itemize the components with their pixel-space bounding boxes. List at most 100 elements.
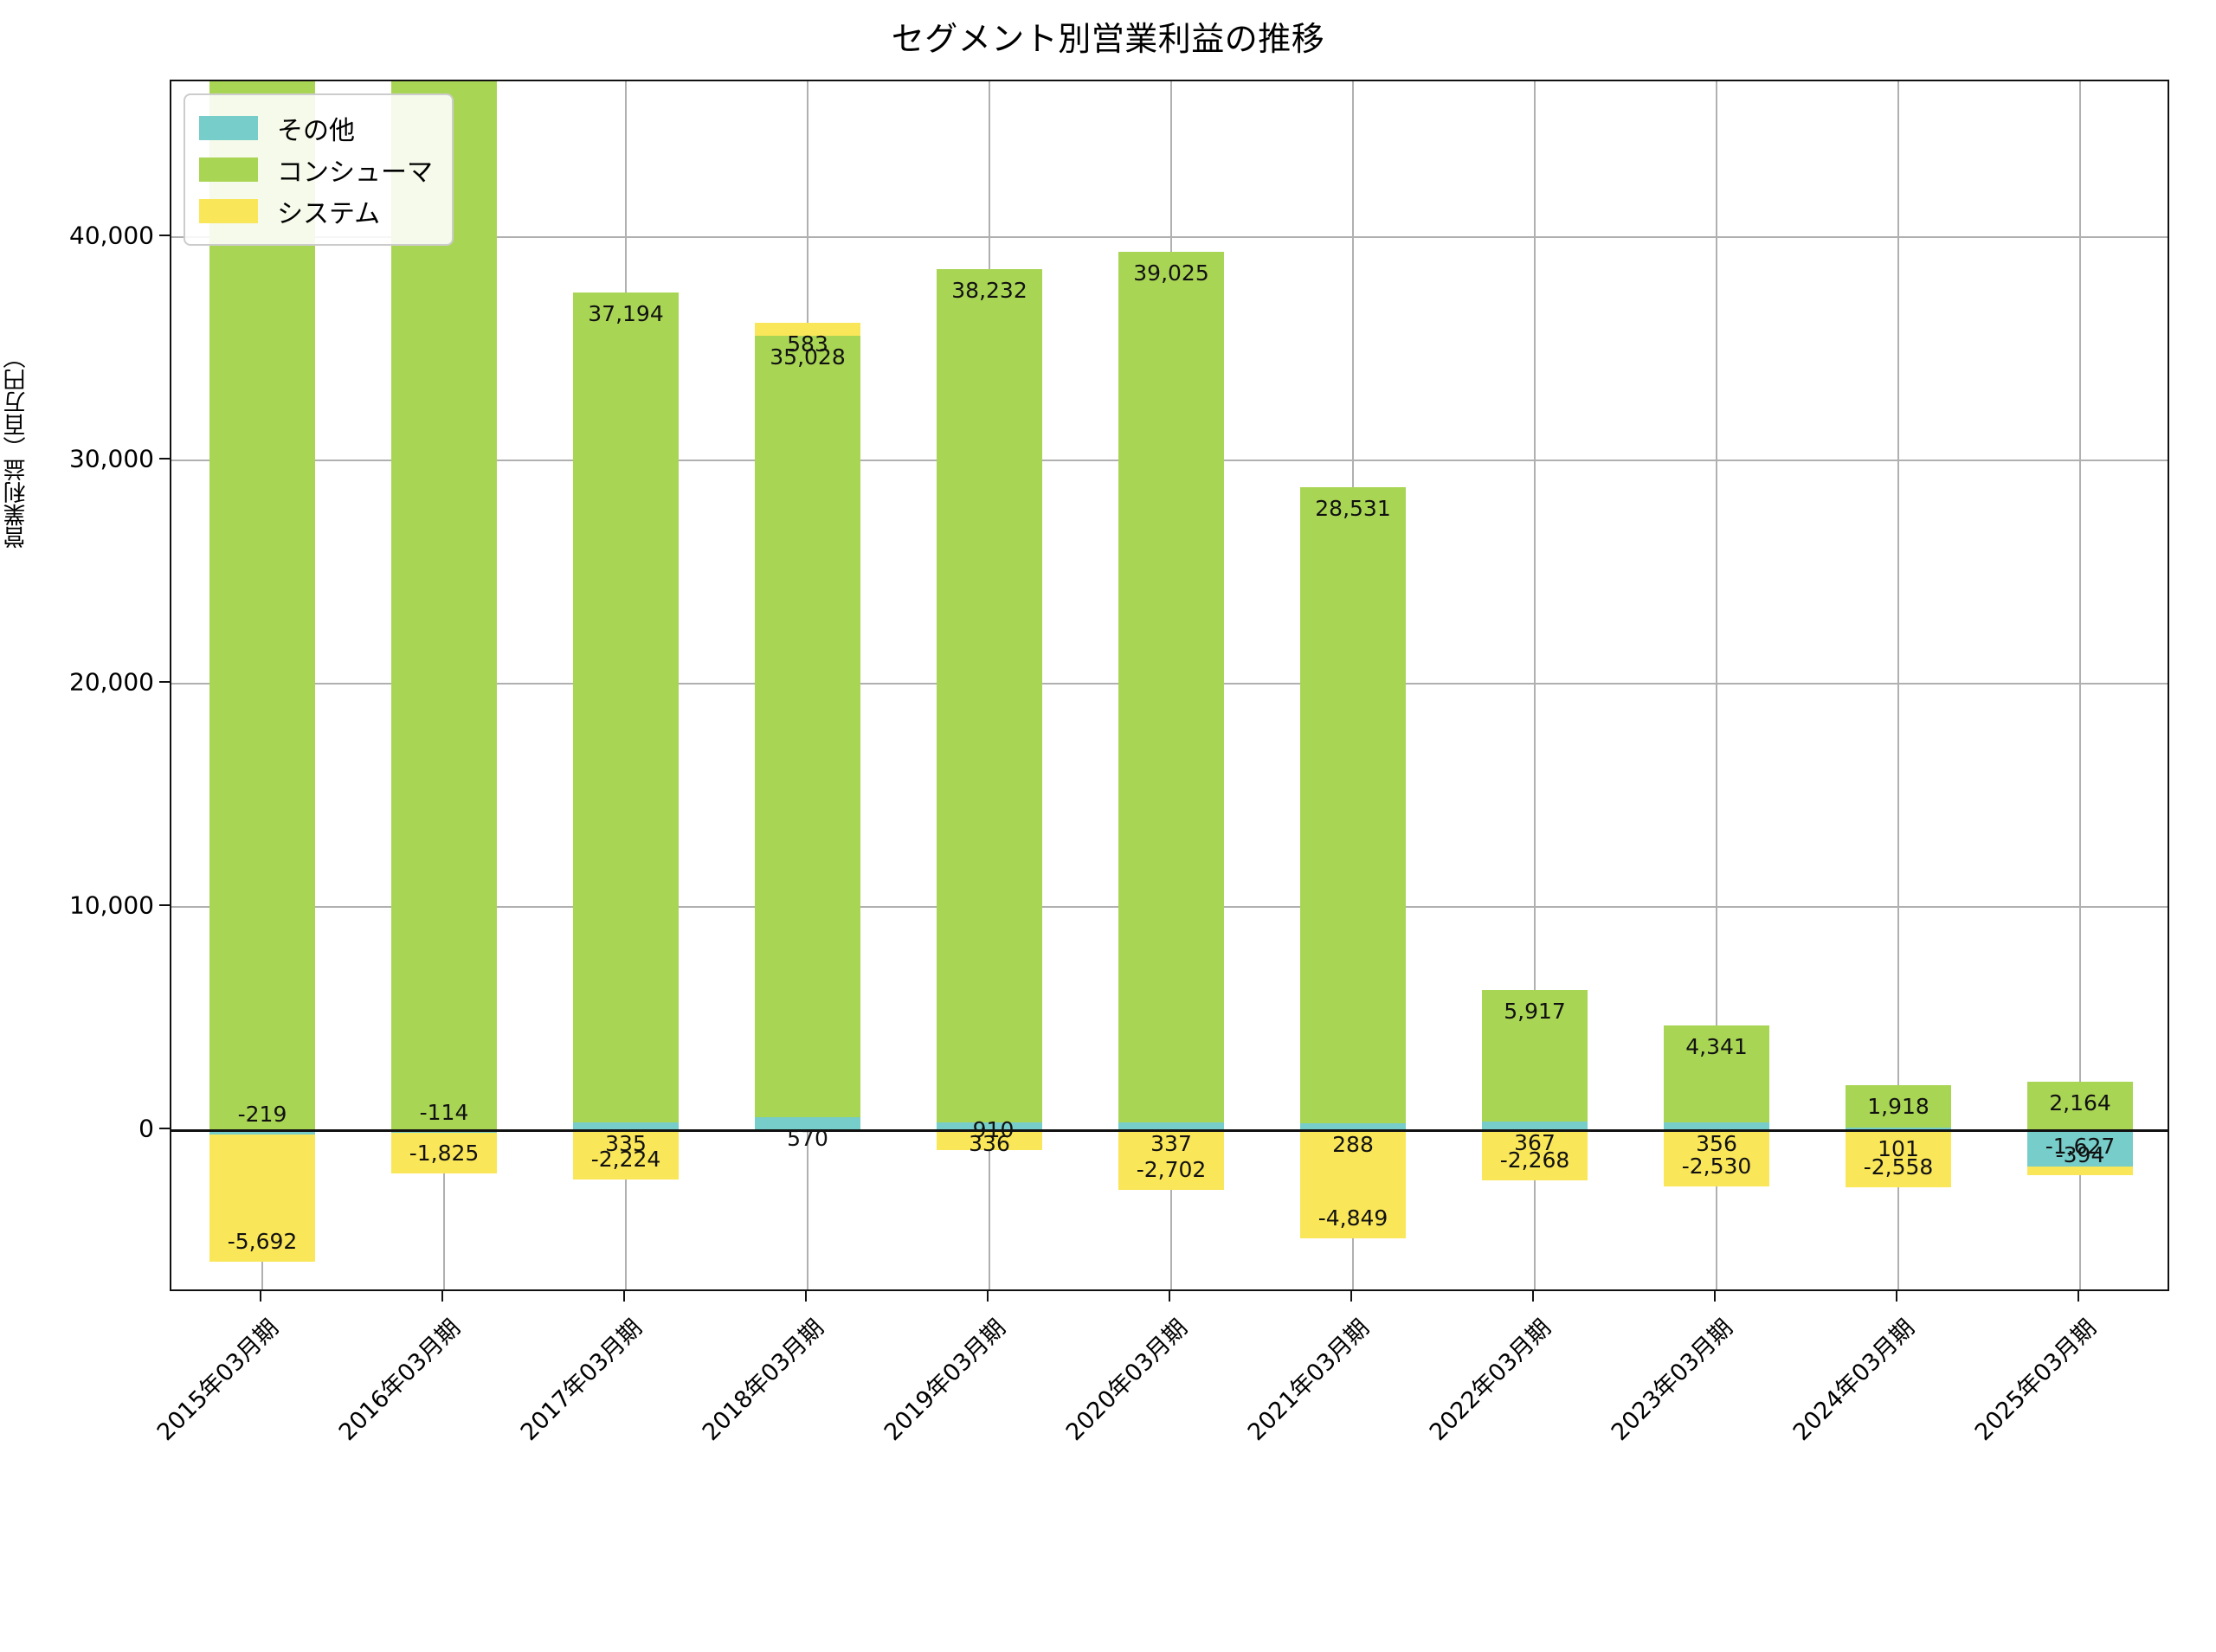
y-axis-tick-label: 20,000 xyxy=(69,667,154,697)
bar-segment[interactable] xyxy=(1482,989,1588,1122)
y-axis-tick-mark xyxy=(159,903,170,906)
bar-segment[interactable] xyxy=(1118,1122,1224,1130)
bar-segment[interactable] xyxy=(391,81,497,1130)
bar-segment[interactable] xyxy=(2027,1081,2133,1130)
bar-segment[interactable] xyxy=(1300,1129,1406,1238)
bar-value-label: -2,224 xyxy=(590,1147,661,1173)
y-axis-tick-mark xyxy=(159,1127,170,1129)
x-axis-tick-mark xyxy=(1714,1291,1716,1302)
bar-segment[interactable] xyxy=(2027,1166,2133,1175)
legend-color-swatch xyxy=(199,199,258,223)
y-axis-tick-label: 30,000 xyxy=(69,444,154,473)
x-axis-tick-mark xyxy=(260,1291,261,1302)
bar-segment[interactable] xyxy=(1300,486,1406,1124)
bar-segment[interactable] xyxy=(2027,1129,2133,1167)
gridline-vertical xyxy=(1534,81,1536,1289)
x-axis-tick-label: 2015年03月期 xyxy=(151,1314,284,1447)
x-axis-tick-label: 2018年03月期 xyxy=(697,1314,829,1447)
y-axis-tick-mark xyxy=(159,235,170,237)
bar-value-label: -219 xyxy=(237,1102,287,1128)
y-axis-tick-label: 40,000 xyxy=(69,221,154,250)
bar-value-label: 35,028 xyxy=(770,344,846,370)
y-axis-tick-label: 10,000 xyxy=(69,890,154,920)
x-axis-tick-mark xyxy=(2078,1291,2079,1302)
bar-segment[interactable] xyxy=(937,1129,1042,1151)
bar-segment[interactable] xyxy=(573,1122,679,1130)
x-axis-tick-mark xyxy=(1896,1291,1897,1302)
legend-item-label: システム xyxy=(277,199,381,229)
plot-area: -21947,130-5,692-11448,981-1,82533537,19… xyxy=(170,80,2169,1291)
bar-segment[interactable] xyxy=(209,81,315,1130)
x-axis-tick-mark xyxy=(805,1291,807,1302)
bar-value-label: 39,025 xyxy=(1133,260,1209,286)
bar-segment[interactable] xyxy=(1664,1025,1769,1122)
x-axis-tick-label: 2024年03月期 xyxy=(1788,1314,1920,1447)
y-axis-tick-mark xyxy=(159,458,170,460)
chart-legend[interactable]: その他コンシューマ システム xyxy=(184,93,454,246)
bar-value-label: -1,825 xyxy=(409,1140,480,1166)
gridline-vertical xyxy=(1716,81,1717,1289)
zero-baseline xyxy=(171,1128,2168,1132)
bar-value-label: 570 xyxy=(787,1126,828,1152)
legend-item[interactable]: システム xyxy=(199,190,433,232)
x-axis-tick-mark xyxy=(987,1291,989,1302)
gridline-vertical xyxy=(2079,81,2081,1289)
bar-value-label: 288 xyxy=(1332,1132,1374,1158)
x-axis-tick-label: 2017年03月期 xyxy=(515,1314,647,1447)
bar-segment[interactable] xyxy=(755,335,860,1118)
bar-segment[interactable] xyxy=(1118,1129,1224,1191)
bar-segment[interactable] xyxy=(573,1129,679,1180)
bar-segment[interactable] xyxy=(1118,251,1224,1123)
bar-value-label: -4,849 xyxy=(1317,1205,1388,1231)
y-axis-label: 営業利益（百万円） xyxy=(3,346,29,549)
bar-value-label: 337 xyxy=(1150,1131,1192,1157)
bar-segment[interactable] xyxy=(937,1122,1042,1130)
bar-value-label: 336 xyxy=(969,1131,1010,1157)
legend-item-label: コンシューマ xyxy=(277,157,433,188)
x-axis-tick-mark xyxy=(441,1291,443,1302)
bar-segment[interactable] xyxy=(1300,1123,1406,1130)
bar-value-label: -5,692 xyxy=(227,1229,298,1255)
bar-value-label: -114 xyxy=(419,1099,469,1125)
bar-segment[interactable] xyxy=(573,292,679,1123)
bar-segment[interactable] xyxy=(1482,1129,1588,1181)
bar-segment[interactable] xyxy=(1482,1122,1588,1130)
bar-segment[interactable] xyxy=(391,1132,497,1173)
bar-value-label: 356 xyxy=(1696,1130,1737,1156)
x-axis-tick-label: 2019年03月期 xyxy=(879,1314,1011,1447)
bar-value-label: -2,702 xyxy=(1136,1157,1207,1183)
bar-value-label: 367 xyxy=(1514,1130,1556,1156)
bar-segment[interactable] xyxy=(937,269,1042,1123)
bar-segment[interactable] xyxy=(1846,1084,1951,1128)
bar-value-label: 2,164 xyxy=(2049,1090,2111,1115)
x-axis-tick-mark xyxy=(1532,1291,1534,1302)
x-axis-tick-label: 2016年03月期 xyxy=(333,1314,466,1447)
y-axis-tick-mark xyxy=(159,681,170,684)
x-axis-tick-mark xyxy=(1350,1291,1352,1302)
bar-segment[interactable] xyxy=(209,1135,315,1263)
bar-segment[interactable] xyxy=(755,322,860,336)
bar-value-label: 38,232 xyxy=(951,278,1027,304)
bar-segment[interactable] xyxy=(209,1129,315,1135)
bar-segment[interactable] xyxy=(755,1117,860,1130)
bar-value-label: 5,917 xyxy=(1504,998,1566,1024)
bar-segment[interactable] xyxy=(1664,1129,1769,1186)
x-axis-tick-label: 2025年03月期 xyxy=(1969,1314,2102,1447)
bar-value-label: 583 xyxy=(787,331,828,357)
legend-item-label: その他 xyxy=(277,116,355,146)
bar-segment[interactable] xyxy=(1846,1128,1951,1130)
legend-color-swatch xyxy=(199,157,258,182)
x-axis-tick-mark xyxy=(1169,1291,1170,1302)
legend-item[interactable]: その他 xyxy=(199,107,433,149)
bar-value-label: 28,531 xyxy=(1315,495,1391,521)
bar-segment[interactable] xyxy=(1664,1122,1769,1130)
legend-item[interactable]: コンシューマ xyxy=(199,149,433,190)
bar-value-label: -1,627 xyxy=(2045,1133,2116,1159)
bar-segment[interactable] xyxy=(1846,1129,1951,1187)
bar-value-label: 1,918 xyxy=(1867,1093,1929,1119)
x-axis-tick-label: 2022年03月期 xyxy=(1424,1314,1556,1447)
bar-value-label: -2,530 xyxy=(1681,1154,1752,1180)
figure-canvas: セグメント別営業利益の推移 営業利益（百万円） 0 10,000 20,000 30,… xyxy=(3,20,2169,1446)
bar-value-label: -2,268 xyxy=(1499,1147,1570,1173)
gridline-horizontal xyxy=(171,236,2168,239)
